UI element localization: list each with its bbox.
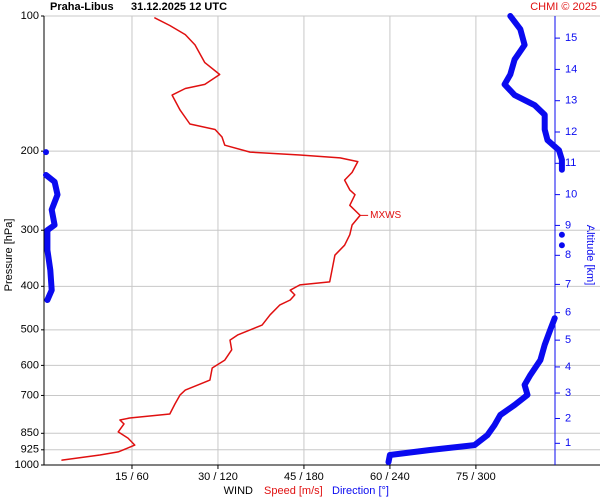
y2-axis-label: Altitude [km]	[584, 225, 596, 286]
x-tick-label: 15 / 60	[115, 471, 149, 483]
y2-tick-label: 13	[565, 95, 577, 107]
annotation: MXWS	[370, 210, 401, 221]
y-tick-label: 850	[21, 427, 39, 439]
y-tick-label: 500	[21, 324, 39, 336]
credit: CHMI © 2025	[530, 1, 597, 13]
y2-tick-label: 3	[565, 387, 571, 399]
direction-line	[43, 13, 565, 466]
y-tick-label: 1000	[15, 459, 39, 471]
y2-tick-label: 6	[565, 307, 571, 319]
y2-tick-label: 11	[565, 157, 576, 169]
x-tick-label: 75 / 300	[456, 471, 496, 483]
y2-tick-label: 15	[565, 32, 577, 44]
y2-tick-label: 7	[565, 278, 571, 290]
y2-tick-label: 12	[565, 126, 577, 138]
y-tick-label: 200	[21, 145, 39, 157]
speed-line	[61, 17, 361, 461]
y2-tick-label: 1	[565, 437, 571, 449]
x-tick-label: 45 / 180	[284, 471, 324, 483]
y-tick-label: 600	[21, 359, 39, 371]
legend-direction: Direction [°]	[332, 485, 389, 497]
chart-subtitle: 31.12.2025 12 UTC	[131, 1, 227, 13]
y-tick-label: 925	[21, 444, 39, 456]
y-tick-label: 400	[21, 280, 39, 292]
y2-tick-label: 14	[565, 63, 577, 75]
y-tick-label: 700	[21, 389, 39, 401]
chart-title: Praha-Libus	[50, 1, 114, 13]
y2-tick-label: 5	[565, 334, 571, 346]
y2-tick-label: 4	[565, 361, 571, 373]
y2-tick-label: 2	[565, 412, 571, 424]
y2-tick-label: 10	[565, 189, 577, 201]
y2-tick-label: 8	[565, 249, 571, 261]
x-tick-label: 30 / 120	[198, 471, 238, 483]
y-tick-label: 100	[21, 10, 39, 22]
x-axis-label: WIND	[224, 485, 253, 497]
y-axis-label: Pressure [hPa]	[3, 219, 15, 292]
y2-tick-label: 9	[565, 219, 571, 231]
y-tick-label: 300	[21, 224, 39, 236]
legend-speed: Speed [m/s]	[264, 485, 323, 497]
x-tick-label: 60 / 240	[370, 471, 410, 483]
